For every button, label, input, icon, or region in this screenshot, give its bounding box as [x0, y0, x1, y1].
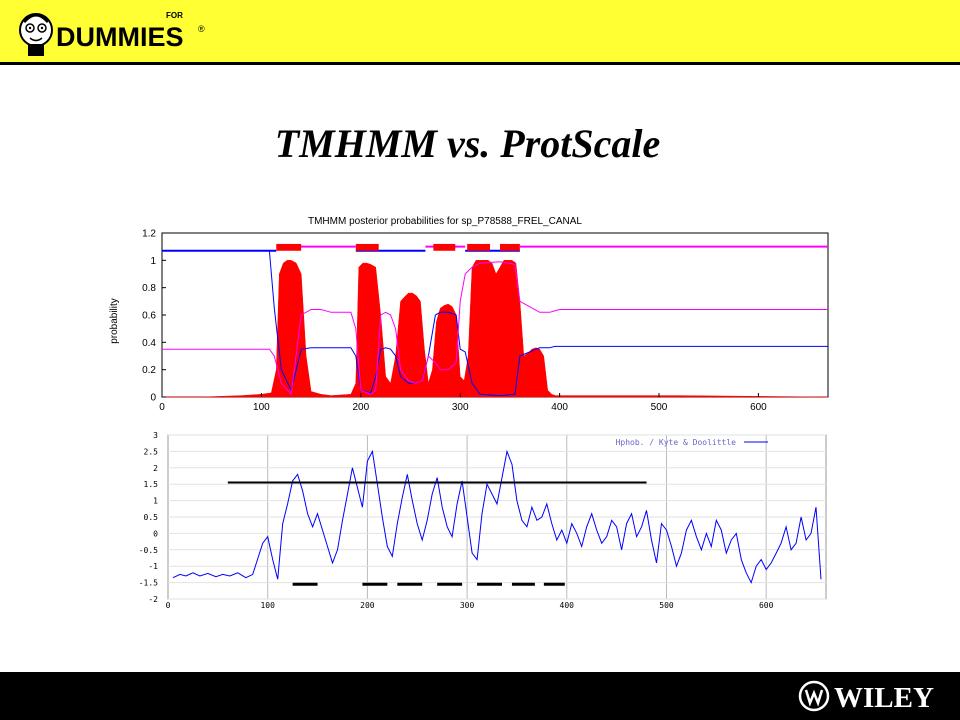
protscale-x-tick-label: 100 — [260, 601, 275, 610]
protscale-x-tick-label: 500 — [659, 601, 674, 610]
protscale-y-tick-label: 0.5 — [144, 513, 159, 522]
protscale-legend-label: Hphob. / Kyte & Doolittle — [616, 438, 737, 447]
protscale-y-tick-label: -1 — [148, 562, 158, 571]
tmhmm-y-tick-label: 0.2 — [142, 365, 156, 376]
tmhmm-y-tick-label: 0.8 — [142, 283, 156, 294]
protscale-y-tick-label: 3 — [153, 431, 158, 440]
tmhmm-y-tick-label: 0 — [150, 393, 156, 404]
protscale-x-tick-label: 200 — [360, 601, 375, 610]
tmhmm-x-tick-label: 500 — [651, 402, 668, 413]
protscale-hydrophobicity-line — [172, 449, 822, 584]
logo-registered: ® — [198, 24, 205, 34]
protscale-x-tick-label: 0 — [166, 601, 171, 610]
tmhmm-tm-bar — [355, 243, 379, 251]
wiley-word: WILEY — [834, 682, 934, 714]
protscale-y-tick-label: 2.5 — [144, 447, 159, 456]
tmhmm-chart-title: TMHMM posterior probabilities for sp_P78… — [308, 216, 582, 227]
slide-title: TMHMM vs. ProtScale — [274, 121, 661, 166]
protscale-y-tick-label: 1.5 — [144, 480, 159, 489]
tmhmm-y-tick-label: 1.2 — [142, 229, 156, 240]
tmhmm-x-tick-label: 200 — [352, 402, 369, 413]
header-bar — [0, 0, 960, 65]
protscale-y-tick-label: -2 — [148, 595, 158, 604]
tmhmm-x-tick-label: 300 — [452, 402, 469, 413]
protscale-x-tick-label: 600 — [759, 601, 774, 610]
tmhmm-inside-line — [162, 250, 828, 397]
protscale-y-tick-label: 0 — [153, 529, 158, 538]
tmhmm-plot-marks: 0 100 200 300 400 500 600 0 0.2 0.4 0.6 0.8 1 1.2 TMHM… — [109, 216, 829, 413]
protscale-y-tick-label: 2 — [153, 464, 158, 473]
protscale-x-tick-label: 300 — [460, 601, 475, 610]
tmhmm-x-tick-label: 600 — [750, 402, 767, 413]
tmhmm-tm-bar — [467, 243, 491, 251]
protscale-y-tick-label: -1.5 — [139, 579, 158, 588]
tmhmm-y-tick-label: 0.6 — [142, 311, 156, 322]
tmhmm-x-tick-label: 0 — [159, 402, 165, 413]
tmhmm-x-tick-label: 100 — [253, 402, 270, 413]
tmhmm-tm-bar — [433, 243, 456, 251]
tmhmm-x-tick-label: 400 — [551, 402, 568, 413]
protscale-x-tick-label: 400 — [560, 601, 575, 610]
protscale-plot-marks: 0 100 200 300 400 500 600 3 2.5 2 1.5 1 0.5 0 -0.5 -1 -1… — [139, 431, 827, 610]
protscale-y-tick-label: 1 — [153, 497, 158, 506]
tmhmm-y-tick-label: 1 — [150, 256, 156, 267]
tmhmm-y-tick-label: 0.4 — [142, 338, 156, 349]
tmhmm-outside-line — [162, 261, 828, 396]
dummies-logo: DUMMIES FOR ® — [19, 11, 205, 56]
logo-word: DUMMIES — [56, 22, 184, 52]
tmhmm-tm-bar — [276, 243, 302, 251]
tmhmm-tm-bar — [499, 243, 520, 251]
wiley-logo: WILEY — [798, 680, 934, 714]
tmhmm-transmembrane-area — [162, 260, 829, 398]
tmhmm-y-axis-label: probability — [109, 298, 120, 344]
logo-for: FOR — [166, 11, 183, 20]
protscale-y-tick-label: -0.5 — [139, 546, 158, 555]
